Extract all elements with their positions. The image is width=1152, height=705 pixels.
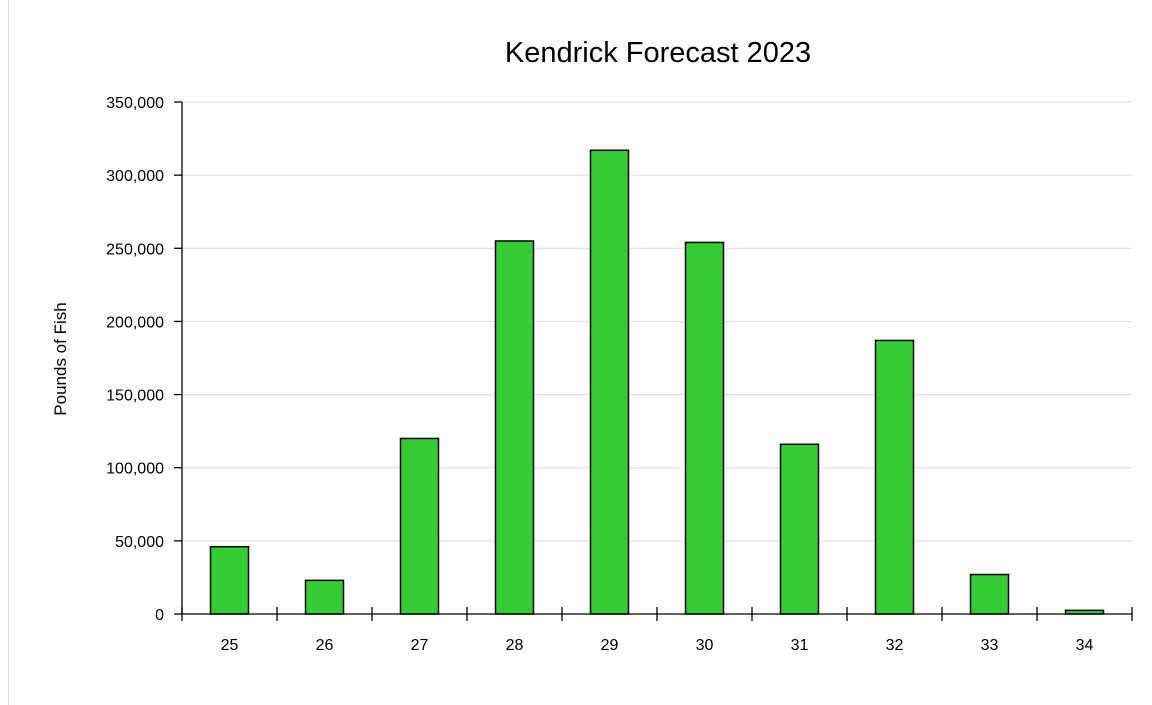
x-tick-label: 32 <box>886 637 904 654</box>
bar-33 <box>969 573 1010 615</box>
bar-26 <box>304 579 345 615</box>
y-tick-label: 300,000 <box>106 168 164 185</box>
bars <box>209 149 1105 615</box>
x-tick-label: 27 <box>411 637 429 654</box>
y-tick-label: 100,000 <box>106 461 164 478</box>
y-axis-title: Pounds of Fish <box>51 302 70 415</box>
gridlines <box>182 101 1132 542</box>
bar-25 <box>209 545 250 615</box>
y-tick-label: 150,000 <box>106 388 164 405</box>
x-tick-label: 29 <box>601 637 619 654</box>
y-tick-label: 250,000 <box>106 241 164 258</box>
x-tick-label: 33 <box>981 637 999 654</box>
x-tick-label: 34 <box>1076 637 1094 654</box>
x-tick-label: 28 <box>506 637 524 654</box>
y-tick-label: 200,000 <box>106 314 164 331</box>
x-tick-label: 31 <box>791 637 809 654</box>
axes <box>174 101 1133 621</box>
x-tick-label: 26 <box>316 637 334 654</box>
y-tick-label: 0 <box>155 607 164 624</box>
bar-30 <box>684 241 725 615</box>
chart-frame <box>8 0 1152 705</box>
y-tick-label: 350,000 <box>106 95 164 112</box>
bar-32 <box>874 339 915 615</box>
bar-31 <box>779 443 820 615</box>
chart-title: Kendrick Forecast 2023 <box>505 37 811 69</box>
bar-29 <box>589 149 630 615</box>
y-tick-label: 50,000 <box>115 534 164 551</box>
x-tick-label: 30 <box>696 637 714 654</box>
tick-labels: 0 50,000 100,000 150,000 200,000 250,000 300,0… <box>106 95 1093 654</box>
bar-28 <box>494 240 535 615</box>
x-tick-label: 25 <box>221 637 239 654</box>
bar-27 <box>399 437 440 615</box>
